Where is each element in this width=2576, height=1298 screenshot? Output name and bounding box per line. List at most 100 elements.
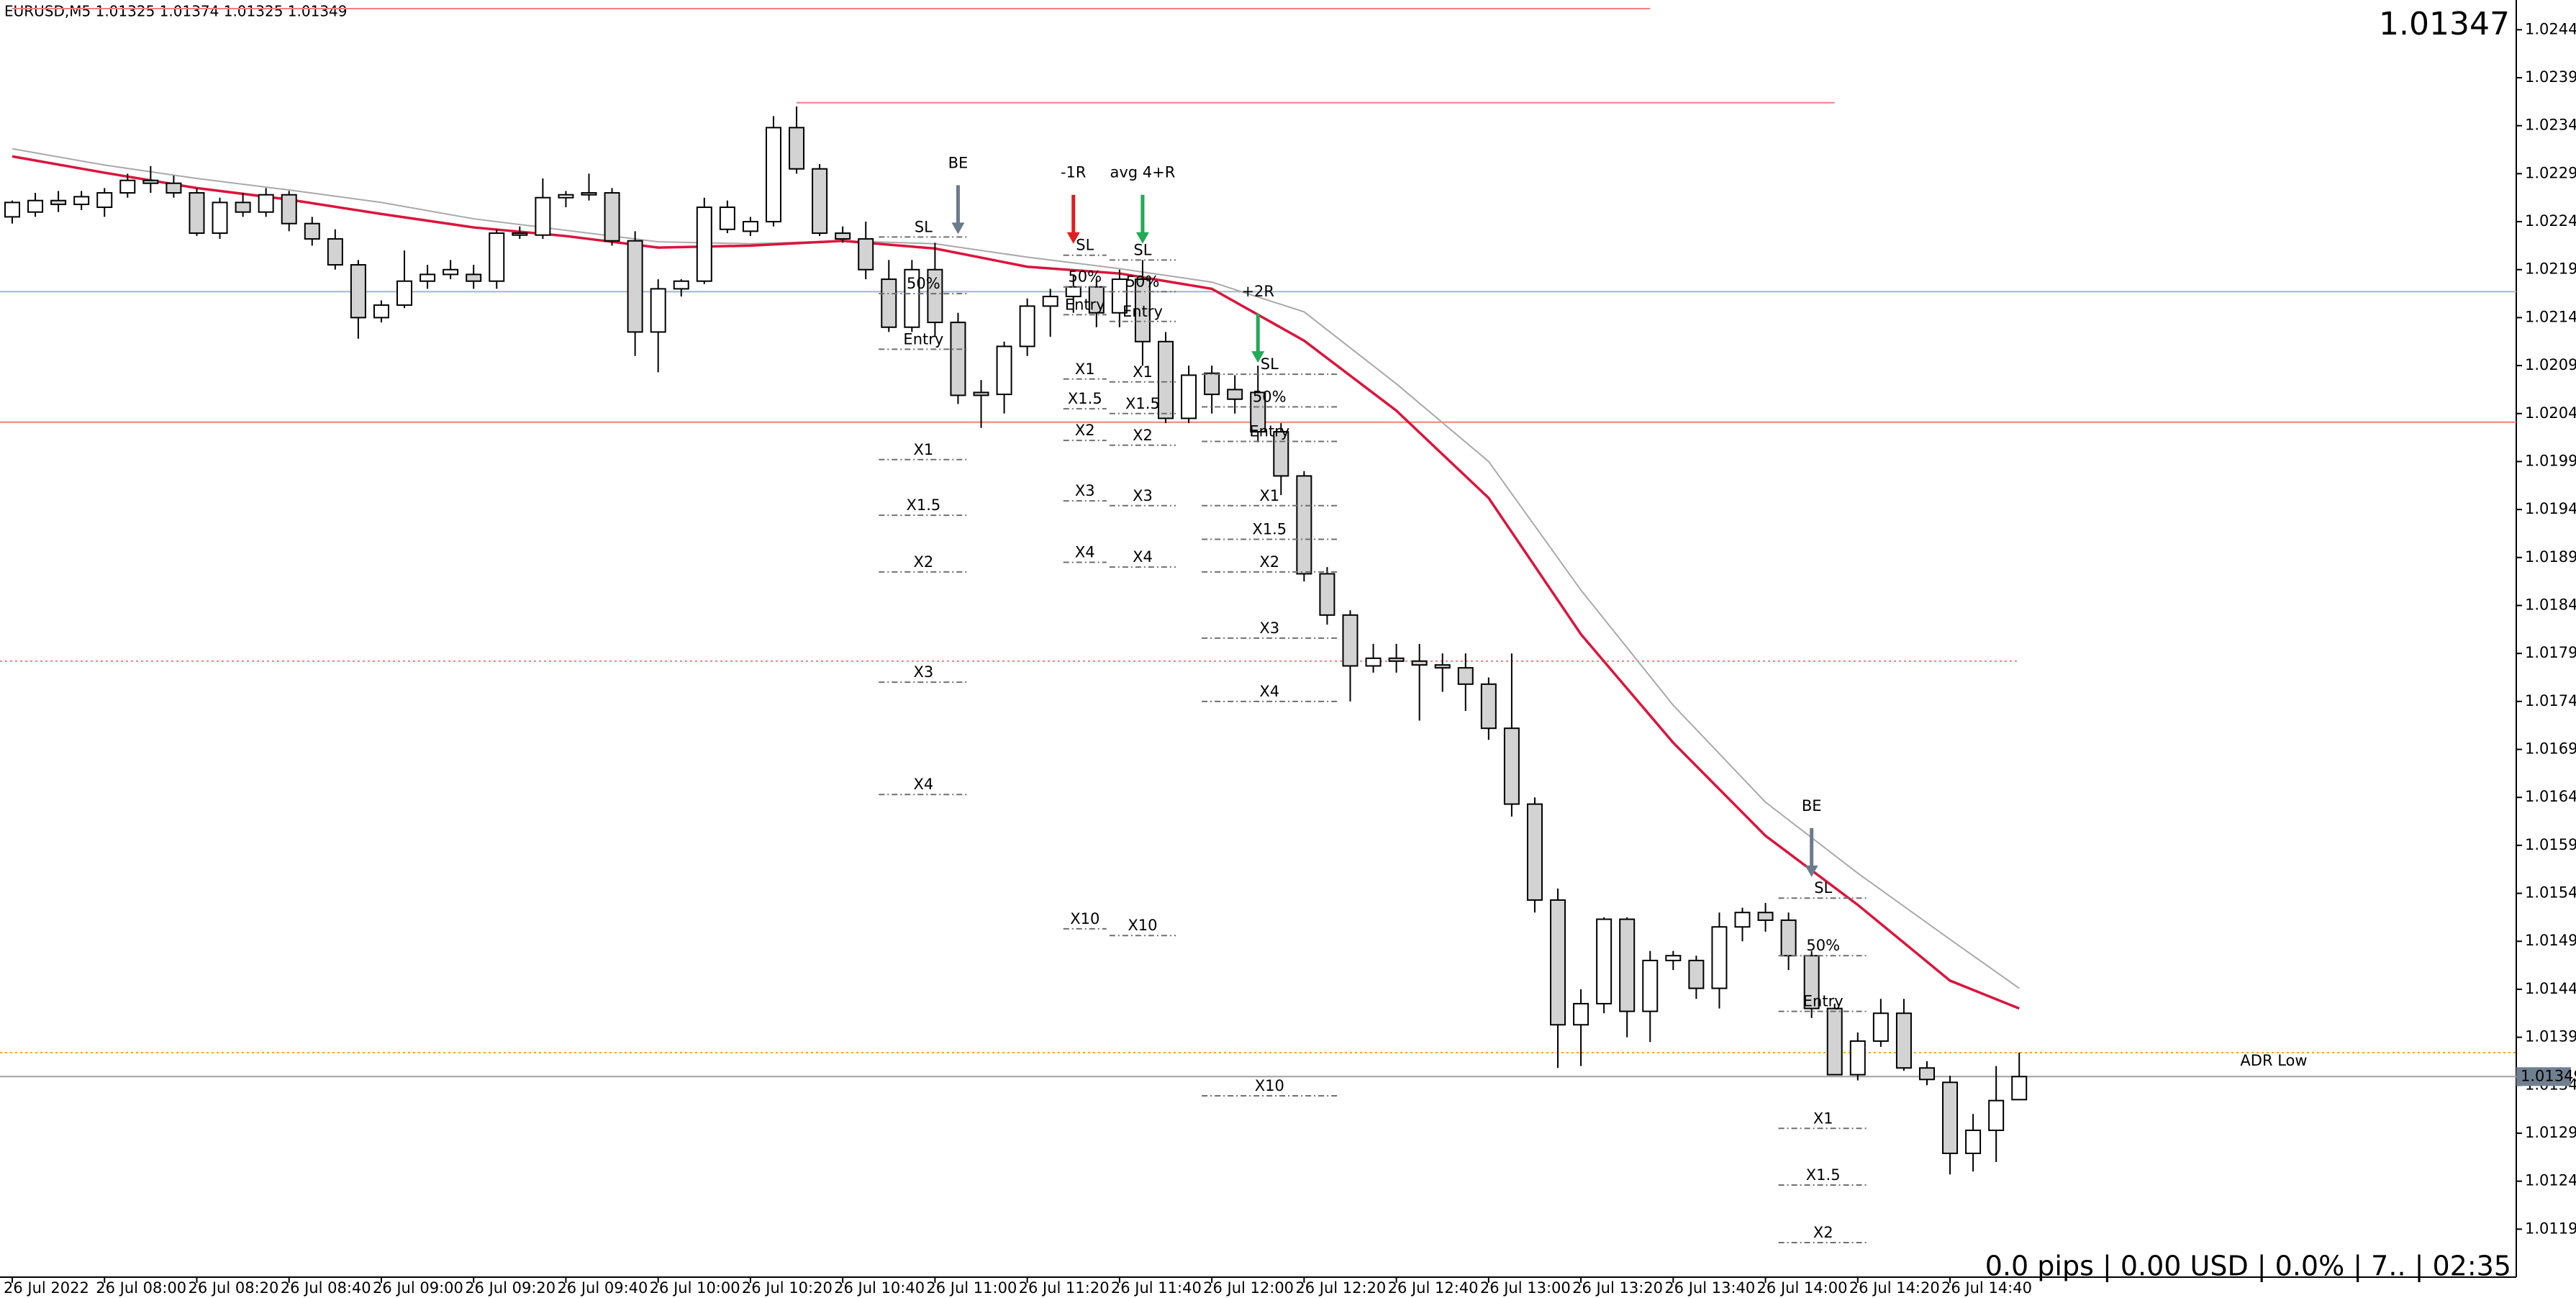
candle-body (258, 194, 274, 213)
candle-body (189, 192, 205, 235)
x-tick-label: 26 Jul 12:20 (1295, 1279, 1386, 1297)
level-label: Entry (1803, 993, 1843, 1010)
candle-body (1342, 614, 1359, 667)
y-tick-label: 1.01690 (2525, 740, 2576, 758)
x-tick-label: 26 Jul 08:00 (96, 1279, 186, 1297)
candle-body (1526, 803, 1543, 901)
x-tick-label: 26 Jul 11:40 (1111, 1279, 1202, 1297)
y-tick-label: 1.02090 (2525, 356, 2576, 373)
candle-body (1503, 727, 1520, 805)
level-label: X1 (1259, 487, 1279, 504)
x-tick-label: 26 Jul 08:20 (188, 1279, 278, 1297)
level-label: X10 (1255, 1077, 1284, 1094)
y-tick-label: 1.01440 (2525, 980, 2576, 997)
candle-body (1365, 657, 1382, 667)
candle-body (1711, 926, 1728, 989)
candle-body (765, 127, 781, 223)
x-tick-label: 26 Jul 13:00 (1480, 1279, 1571, 1297)
candle-body (1596, 918, 1613, 1004)
candle-body (96, 192, 113, 209)
chart-title: EURUSD,M5 1.01325 1.01374 1.01325 1.0134… (4, 3, 348, 20)
candle-body (2011, 1076, 2028, 1101)
candle-body (1088, 286, 1105, 314)
level-label: 50% (1126, 273, 1160, 290)
candle-body (165, 182, 182, 194)
x-tick-label: 26 Jul 12:40 (1388, 1279, 1479, 1297)
level-label: X1.5 (1252, 520, 1287, 537)
candle-body (1895, 1012, 1912, 1069)
arrow-head (1805, 865, 1818, 877)
arrow-head (951, 222, 965, 235)
candle-body (696, 206, 712, 282)
candle-body (50, 199, 67, 206)
candle-body (581, 192, 597, 196)
x-tick-label: 26 Jul 2022 (4, 1279, 89, 1297)
candle-body (73, 196, 90, 206)
candle-body (396, 280, 413, 307)
candle-body (673, 280, 689, 290)
candle-body (1158, 340, 1174, 419)
x-tick-label: 26 Jul 09:40 (557, 1279, 648, 1297)
arrow-label: +2R (1241, 283, 1274, 300)
candle-body (1688, 959, 1705, 989)
y-tick-label: 1.01890 (2525, 548, 2576, 566)
level-label: X1.5 (906, 496, 940, 514)
x-tick-label: 26 Jul 14:20 (1849, 1279, 1940, 1297)
candle-body (419, 273, 436, 282)
level-label: X2 (1813, 1224, 1833, 1241)
level-label: X1.5 (1125, 395, 1160, 412)
x-tick-label: 26 Jul 13:20 (1572, 1279, 1663, 1297)
candle-body (904, 268, 920, 328)
candle-body (512, 232, 528, 236)
candle-body (1734, 912, 1751, 928)
candle-body (1988, 1099, 2005, 1131)
y-tick-label: 1.01240 (2525, 1172, 2576, 1189)
y-tick-label: 1.02040 (2525, 404, 2576, 422)
y-tick-label: 1.01640 (2525, 788, 2576, 805)
candle-body (650, 288, 666, 333)
y-tick-label: 1.01490 (2525, 932, 2576, 949)
level-label: Entry (903, 330, 943, 348)
candle-body (350, 264, 366, 319)
x-tick-label: 26 Jul 14:40 (1941, 1279, 2032, 1297)
level-label: SL (1076, 237, 1094, 254)
y-tick-label: 1.01990 (2525, 452, 2576, 469)
candle-body (212, 201, 228, 235)
candle-body (1111, 278, 1128, 314)
level-label: 50% (1068, 268, 1102, 286)
x-tick-label: 26 Jul 10:40 (834, 1279, 925, 1297)
level-label: Entry (1065, 296, 1105, 313)
y-tick-label: 1.02340 (2525, 117, 2576, 134)
arrow-head (1251, 351, 1265, 363)
candle-body (1250, 391, 1266, 433)
level-label: X2 (1075, 422, 1095, 439)
level-label: SL (915, 218, 933, 235)
candle-body (881, 278, 897, 328)
level-label: X3 (913, 663, 933, 681)
level-label: X2 (913, 553, 933, 571)
candle-body (1042, 296, 1058, 307)
arrow-label: avg 4+R (1110, 164, 1176, 181)
x-tick-label: 26 Jul 11:20 (1019, 1279, 1110, 1297)
arrow-label: BE (948, 154, 969, 171)
x-tick-label: 26 Jul 12:00 (1203, 1279, 1294, 1297)
level-label: Entry (1249, 422, 1289, 440)
candle-body (373, 304, 389, 319)
status-line: 0.0 pips | 0.00 USD | 0.0% | 7.. | 02:35 (1985, 1251, 2511, 1283)
candle-body (281, 194, 297, 224)
candle-body (973, 391, 989, 396)
last-price: 1.01347 (2379, 6, 2510, 42)
candle-body (627, 240, 643, 333)
candle-body (1388, 657, 1405, 662)
y-tick-label: 1.01390 (2525, 1028, 2576, 1045)
candle-body (1942, 1081, 1959, 1154)
candle-body (1550, 899, 1566, 1026)
level-label: X1.5 (1068, 390, 1102, 407)
horizontal-line-label: ADR Low (2240, 1052, 2307, 1069)
level-label: 50% (1806, 937, 1840, 954)
x-tick-label: 26 Jul 10:00 (650, 1279, 740, 1297)
candle-body (466, 273, 482, 282)
candle-body (1780, 919, 1797, 957)
y-tick-label: 1.01190 (2525, 1220, 2576, 1237)
